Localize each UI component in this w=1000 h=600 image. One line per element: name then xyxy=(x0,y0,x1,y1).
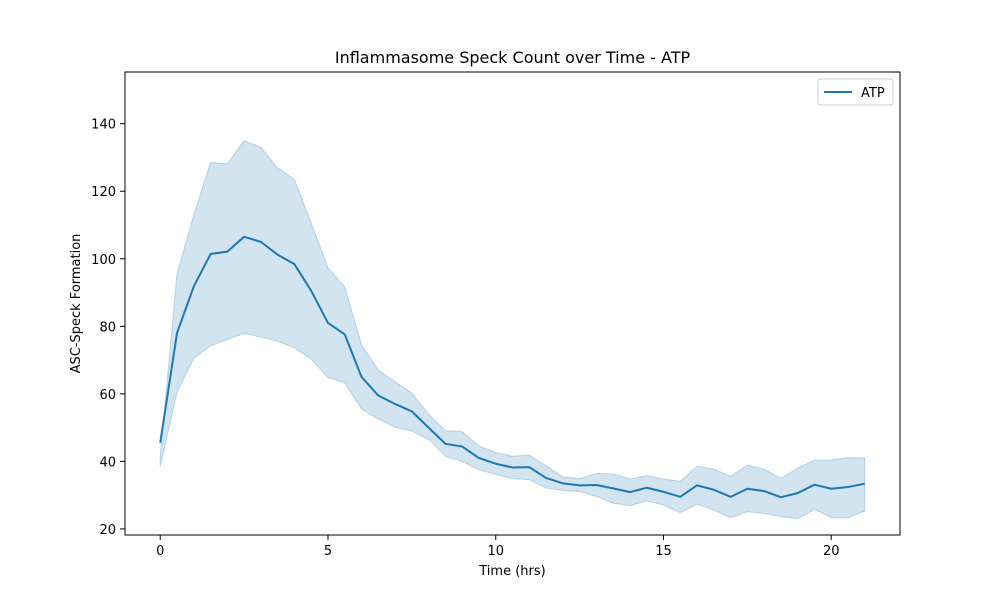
data-point-atp xyxy=(561,481,565,485)
data-point-atp xyxy=(292,262,296,266)
legend-box xyxy=(817,78,894,106)
data-point-atp xyxy=(511,465,515,469)
data-point-atp xyxy=(712,488,716,492)
data-point-atp xyxy=(259,240,263,244)
x-tick-label: 20 xyxy=(823,544,840,559)
data-point-atp xyxy=(628,490,632,494)
y-axis-label: ASC-Speck Formation xyxy=(69,234,84,374)
legend: ATP xyxy=(817,78,894,106)
x-axis-ticks: 0 5 10 15 20 xyxy=(156,535,839,559)
y-tick-label: 140 xyxy=(91,118,116,133)
data-point-atp xyxy=(460,445,464,449)
x-tick-label: 0 xyxy=(156,544,164,559)
data-point-atp xyxy=(225,250,229,254)
y-axis-ticks: 20 40 60 80 100 120 140 xyxy=(91,118,125,538)
y-tick-label: 20 xyxy=(99,523,116,538)
data-point-atp xyxy=(276,253,280,257)
data-point-atp xyxy=(393,402,397,406)
data-point-atp xyxy=(796,491,800,495)
data-point-atp xyxy=(527,465,531,469)
y-tick-label: 100 xyxy=(91,253,116,268)
data-point-atp xyxy=(611,486,615,490)
data-point-atp xyxy=(846,485,850,489)
y-tick-label: 80 xyxy=(99,320,116,335)
data-point-atp xyxy=(762,489,766,493)
data-point-atp xyxy=(863,482,867,486)
data-point-atp xyxy=(209,252,213,256)
x-tick-label: 10 xyxy=(487,544,504,559)
plot-area xyxy=(124,71,901,536)
data-point-atp xyxy=(410,409,414,413)
data-point-atp xyxy=(645,486,649,490)
data-point-atp xyxy=(745,487,749,491)
x-tick-label: 5 xyxy=(324,544,332,559)
data-point-atp xyxy=(376,394,380,398)
data-point-atp xyxy=(594,483,598,487)
data-point-atp xyxy=(812,483,816,487)
data-point-atp xyxy=(343,332,347,336)
data-point-atp xyxy=(360,375,364,379)
data-point-atp xyxy=(242,235,246,239)
data-point-atp xyxy=(175,331,179,335)
data-point-atp xyxy=(326,321,330,325)
data-point-atp xyxy=(443,442,447,446)
data-point-atp xyxy=(494,462,498,466)
x-tick-label: 15 xyxy=(655,544,672,559)
data-point-atp xyxy=(729,495,733,499)
confidence-band-atp xyxy=(159,139,866,520)
y-tick-label: 60 xyxy=(99,388,116,403)
legend-label-atp: ATP xyxy=(861,86,885,101)
data-point-atp xyxy=(779,495,783,499)
data-point-atp xyxy=(544,476,548,480)
data-point-atp xyxy=(661,490,665,494)
data-point-atp xyxy=(829,487,833,491)
axes-frame xyxy=(124,71,901,536)
data-point-atp xyxy=(477,456,481,460)
x-axis-label: Time (hrs) xyxy=(478,564,545,579)
axes-background xyxy=(125,72,900,535)
data-point-atp xyxy=(678,495,682,499)
chart-title: Inflammasome Speck Count over Time - ATP xyxy=(335,48,691,67)
data-point-atp xyxy=(578,483,582,487)
data-point-atp xyxy=(309,289,313,293)
y-tick-label: 40 xyxy=(99,455,116,470)
data-point-atp xyxy=(192,284,196,288)
data-point-atp xyxy=(427,426,431,430)
series-line-atp xyxy=(159,235,865,499)
y-tick-label: 120 xyxy=(91,185,116,200)
data-point-atp xyxy=(158,441,162,445)
data-point-atp xyxy=(695,483,699,487)
